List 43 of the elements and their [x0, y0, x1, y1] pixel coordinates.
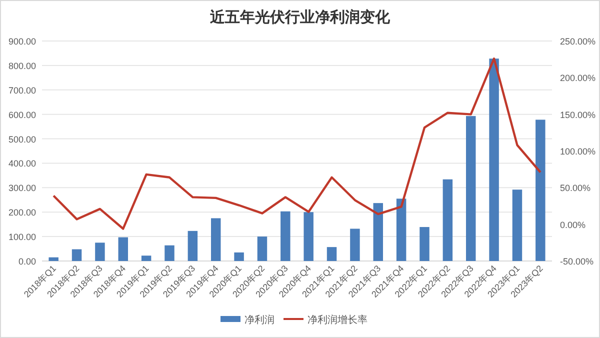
bar — [188, 230, 198, 261]
bar — [164, 245, 174, 261]
bar — [304, 212, 314, 261]
bar — [512, 190, 522, 261]
bar — [72, 249, 82, 261]
bar — [210, 218, 221, 261]
bar — [442, 179, 453, 261]
bar — [234, 252, 244, 261]
bar — [48, 257, 58, 261]
y2-tick-label: 0.00% — [560, 220, 586, 230]
bar — [489, 58, 499, 261]
y-tick-label: 400.00 — [8, 158, 36, 169]
bar — [466, 116, 476, 261]
bar — [257, 236, 268, 261]
bar — [373, 203, 384, 261]
y-tick-label: 800.00 — [8, 60, 36, 71]
bar — [280, 211, 290, 261]
line-series — [52, 58, 542, 230]
y2-tick-label: 50.00% — [560, 183, 591, 194]
legend-label: 净利润增长率 — [308, 314, 368, 326]
bar — [141, 256, 152, 261]
bar — [536, 120, 546, 261]
y2-tick-label: 150.00% — [560, 110, 596, 120]
y-tick-label: 200.00 — [8, 208, 36, 218]
y2-tick-label: 200.00% — [560, 73, 596, 84]
bar — [326, 247, 337, 261]
bar — [350, 228, 360, 261]
y-tick-label: 0.00 — [18, 256, 36, 266]
y-tick-label: 600.00 — [8, 110, 36, 120]
y-tick-label: 100.00 — [8, 232, 36, 242]
y2-tick-label: -50.00% — [560, 256, 594, 266]
legend-label: 净利润 — [244, 314, 274, 326]
bar — [118, 237, 128, 261]
y-tick-label: 500.00 — [8, 134, 36, 144]
y2-tick-label: 100.00% — [560, 146, 596, 156]
y2-tick-label: 250.00% — [560, 36, 596, 46]
bar — [95, 242, 105, 261]
y-tick-label: 300.00 — [8, 183, 36, 194]
y-tick-label: 700.00 — [8, 85, 36, 96]
bar — [396, 198, 406, 261]
y-tick-label: 900.00 — [8, 36, 36, 46]
bar — [420, 227, 430, 261]
chart-title: 近五年光伏行业净利润变化 — [209, 8, 391, 26]
